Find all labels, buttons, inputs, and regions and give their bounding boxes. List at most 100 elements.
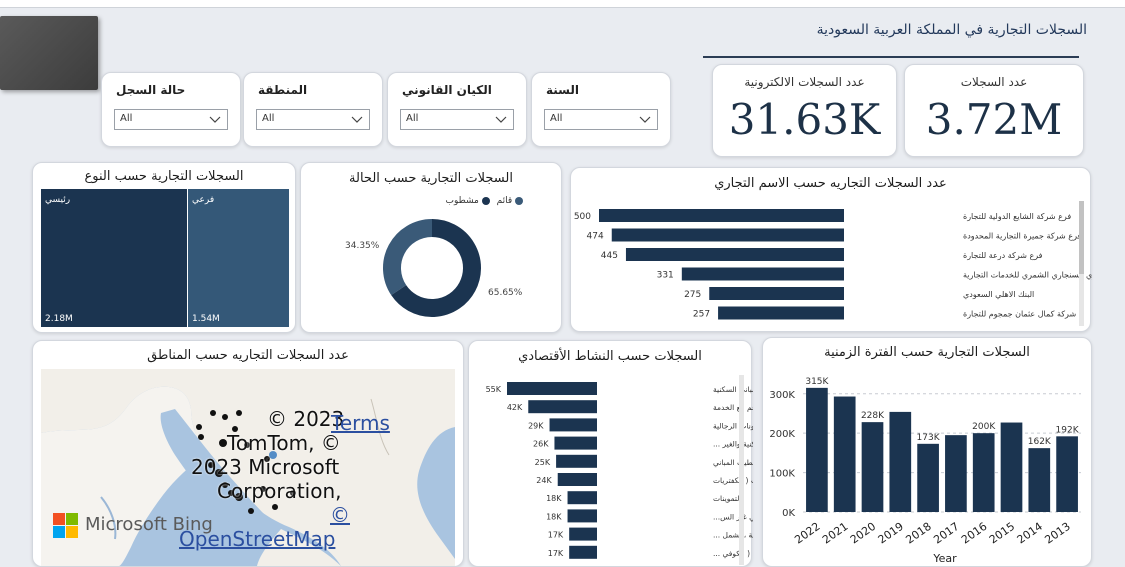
slicer-dropdown[interactable]: All: [256, 109, 370, 130]
kpi-label: عدد السجلات: [960, 75, 1028, 89]
trade-name-bar-value: 257: [693, 310, 710, 320]
activity-bar-label: الانشاءات العامة للمباني غير الس...: [713, 512, 753, 521]
trade-name-bar[interactable]: [625, 248, 844, 261]
y-tick-label: 100K: [769, 469, 795, 480]
activity-bar[interactable]: [567, 491, 597, 505]
trade-name-bars: 500 فرع شركة الشايع الدولية للتجارة 474 فرع…: [574, 209, 1092, 320]
activity-bar[interactable]: [549, 418, 597, 432]
year-column[interactable]: [806, 387, 828, 512]
treemap-tile-main[interactable]: رئيسي 2.18M: [41, 189, 187, 327]
map-terms-link[interactable]: Terms: [331, 411, 390, 435]
year-column[interactable]: [945, 435, 967, 512]
y-tick-label: 200K: [769, 429, 795, 440]
activity-bar[interactable]: [556, 454, 597, 468]
status-legend: قائم مشطوب: [445, 196, 523, 206]
trade-name-bar[interactable]: [709, 287, 844, 300]
activity-bar-value: 17K: [548, 549, 564, 558]
year-column[interactable]: [1056, 436, 1078, 512]
donut-slice-closed[interactable]: [391, 219, 481, 317]
year-column[interactable]: [917, 443, 939, 512]
activity-bar-label: الإنشاءات العامة للمباني السكنية: [713, 385, 753, 394]
legend-label[interactable]: قائم: [496, 196, 513, 206]
x-tick-label: 2022: [792, 520, 822, 547]
slicer-record-status: حالة السجل All: [101, 72, 241, 147]
treemap-tile-label: رئيسي: [45, 195, 71, 205]
timeline-column-card: السجلات التجارية حسب الفترة الزمنية 0K 10…: [762, 337, 1092, 567]
trade-name-bar[interactable]: [611, 228, 844, 242]
treemap-tile-branch[interactable]: فرعي 1.54M: [188, 189, 289, 327]
year-column[interactable]: [833, 396, 856, 512]
trade-name-bar-label: البنك الاهلي السعودي: [963, 290, 1034, 299]
activity-bar[interactable]: [569, 527, 597, 541]
slicer-year: السنة All: [531, 72, 671, 147]
status-chart-title: السجلات التجارية حسب الحالة: [349, 171, 513, 186]
scrollbar-track[interactable]: [739, 375, 744, 565]
map-attribution: TomTom, ©: [227, 431, 341, 455]
slicer-label: الكيان القانوني: [402, 83, 492, 97]
map-osm-link[interactable]: OpenStreetMap: [179, 527, 336, 551]
donut-slice-active[interactable]: [383, 219, 433, 296]
slicer-dropdown[interactable]: All: [544, 109, 658, 130]
treemap-tile-value: 2.18M: [45, 314, 73, 324]
year-column[interactable]: [861, 422, 884, 512]
column-data-label: 192K: [1056, 425, 1080, 435]
trade-name-bar-label: فرع شركة جميرة التجارية المحدودة: [963, 232, 1081, 241]
activity-bar-label: ترميمات المباني السكنية والغير ...: [713, 440, 753, 449]
trade-name-bar-label: شركة كمال عثمان جمجوم للتجارة: [963, 310, 1076, 319]
treemap-tile-fill: [188, 189, 289, 327]
activity-bars: 55K الإنشاءات العامة للمباني السكنية 42K ال…: [486, 382, 753, 559]
kpi-value: 31.63K: [728, 95, 881, 144]
activity-bar[interactable]: [557, 473, 597, 486]
activity-bar-value: 24K: [536, 476, 552, 485]
map-attribution: 2023 Microsoft: [191, 455, 340, 479]
year-column[interactable]: [1028, 448, 1051, 512]
window-top-bar: [0, 0, 1125, 8]
year-column[interactable]: [972, 433, 995, 512]
slicer-dropdown[interactable]: All: [400, 109, 514, 130]
kpi-card-records: عدد السجلات 3.72M: [904, 64, 1084, 157]
year-column[interactable]: [889, 411, 912, 512]
slicer-dropdown[interactable]: All: [114, 109, 228, 130]
collapsed-side-panel[interactable]: [0, 16, 98, 90]
chevron-down-icon: [209, 116, 221, 123]
y-tick-label: 300K: [769, 390, 795, 401]
x-tick-label: 2017: [931, 520, 961, 547]
map-view[interactable]: © 2023 Terms TomTom, © 2023 Microsoft Co…: [41, 369, 455, 566]
trade-name-bar-label: فرع شركة الشايع الدولية للتجارة: [963, 212, 1071, 221]
year-column[interactable]: [1000, 422, 1023, 512]
slicer-value: All: [550, 113, 563, 124]
activity-bar[interactable]: [569, 545, 597, 559]
trade-name-bar-card: عدد السجلات التجاريه حسب الاسم التجاري 5…: [570, 167, 1092, 332]
slicer-legal-entity: الكيان القانوني All: [387, 72, 527, 147]
x-tick-label: 2020: [848, 520, 878, 547]
title-underline: [703, 56, 1079, 58]
x-tick-label: 2013: [1042, 520, 1072, 547]
trade-name-bar-value: 474: [587, 232, 604, 242]
slicer-label: حالة السجل: [116, 83, 186, 97]
slicer-label: المنطقة: [258, 83, 308, 97]
activity-bar[interactable]: [554, 436, 597, 450]
map-land: [41, 369, 455, 566]
trade-name-bar[interactable]: [681, 267, 844, 281]
type-chart-title: السجلات التجارية حسب النوع: [84, 169, 244, 184]
activity-bar[interactable]: [528, 400, 597, 414]
map-copyright-link[interactable]: ©: [330, 503, 350, 527]
activity-bar[interactable]: [507, 382, 597, 395]
column-data-label: 162K: [1028, 437, 1052, 447]
scrollbar-thumb[interactable]: [1079, 201, 1084, 274]
kpi-value: 3.72M: [925, 95, 1063, 144]
legend-label[interactable]: مشطوب: [445, 196, 479, 206]
trade-name-bar[interactable]: [599, 209, 844, 222]
x-tick-label: 2018: [903, 520, 933, 547]
slicer-region: المنطقة All: [243, 72, 383, 147]
y-tick-label: 0K: [782, 508, 795, 519]
activity-bar-label: محلات تقديم المشروبات ( الكوفي ...: [713, 549, 753, 558]
kpi-label: عدد السجلات الالكترونية: [744, 75, 865, 89]
activity-bar[interactable]: [567, 509, 597, 523]
trade-name-bar[interactable]: [718, 306, 844, 320]
activity-bar-value: 18K: [546, 512, 562, 521]
activity-bar-value: 42K: [507, 403, 523, 412]
activity-chart-title: السجلات حسب النشاط الأقتصادي: [518, 349, 702, 364]
column-data-label: 315K: [805, 377, 829, 387]
legend-dot: [515, 196, 523, 205]
